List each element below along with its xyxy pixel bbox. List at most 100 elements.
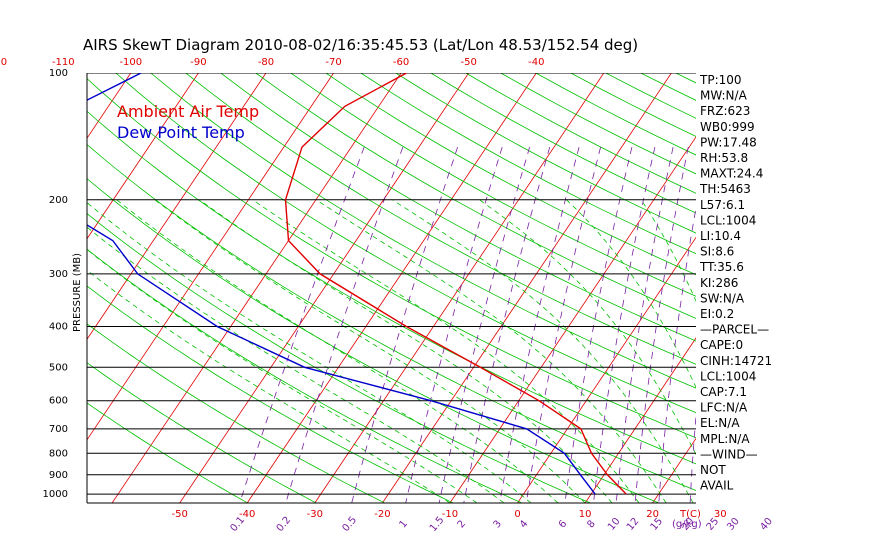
bottom-temp-tick-label: -10 [442,509,458,520]
isotherm-line [87,73,199,240]
mixing-ratio-unit: (g/kg) [672,519,702,530]
isotherm-line [314,73,605,503]
moist-adiabat-line [566,199,696,389]
mixing-ratio-tick-label: 8 [585,518,598,530]
stability-index-item: LI:10.4 [700,229,741,243]
top-temp-tick-label: -120 [0,57,7,68]
dry-adiabat-line [255,73,696,319]
bottom-temp-tick-label: 30 [714,509,727,520]
isotherm-line [855,73,870,503]
moist-adiabat-line [116,199,559,503]
bottom-temp-tick-label: 0 [514,509,520,520]
mixing-ratio-line [615,147,674,503]
stability-index-item: SI:8.6 [700,245,734,259]
stability-index-item: TH:5463 [699,182,751,196]
stability-index-item: EI:0.2 [700,307,734,321]
stability-index-item: CAP:7.1 [700,385,747,399]
dry-adiabat-line [816,73,870,503]
stability-index-item: MPL:N/A [700,432,750,446]
dry-adiabat-line [87,285,454,503]
isotherm-line [179,73,470,503]
stability-index-item: RH:53.8 [700,151,748,165]
pressure-tick-label: 600 [49,396,68,407]
moist-adiabat-line [87,269,451,503]
top-temp-tick-label: -50 [461,57,477,68]
dry-adiabat-line [87,402,248,503]
dry-adiabat-line [500,73,696,175]
stability-index-item: MAXT:24.4 [700,167,763,181]
isotherm-line [584,337,696,503]
dry-adiabat-line [87,178,660,503]
isotherm-line [0,73,63,503]
dry-adiabat-line [781,73,870,503]
mixing-ratio-tick-label: 1 [398,518,411,530]
dry-adiabat-line [87,362,317,503]
stability-index-item: FRZ:623 [700,104,750,118]
dry-adiabat-line [360,73,696,255]
pressure-tick-label: 200 [49,195,68,206]
top-temp-tick-label: -100 [119,57,142,68]
dry-adiabats [87,73,870,503]
legend-dew-point-temp: Dew Point Temp [117,123,245,142]
bottom-temp-ticks: -50 -40 -30 -20 -10 0 10 20 30 [172,509,727,520]
top-temp-tick-label: -110 [52,57,75,68]
isotherm-line [652,437,696,503]
stability-index-item: AVAIL [700,479,734,493]
dry-adiabat-line [150,73,696,389]
stability-index-item: MW:N/A [700,89,748,103]
bottom-temp-tick-label: -40 [239,509,255,520]
chart-title: AIRS SkewT Diagram 2010-08-02/16:35:45.5… [83,36,638,54]
dew-point-temp-line [87,73,596,495]
moist-adiabat-line [87,202,532,503]
mixing-ratio-line [463,146,551,503]
legend-ambient-air-temp: Ambient Air Temp [117,102,259,121]
stability-index-item: KI:286 [700,276,738,290]
pressure-tick-label: 1000 [43,489,68,500]
isotherm-line [449,136,696,503]
ambient-air-temp-line [284,73,627,495]
moist-adiabat-line [640,199,696,302]
mixing-ratio-line [593,147,656,503]
mixing-ratio-tick-label: 12 [625,516,642,533]
stability-index-item: NOT [700,463,726,477]
top-temp-tick-label: -60 [393,57,409,68]
dry-adiabat-line [87,323,385,503]
top-temp-ticks: -120 -110 -100 -90 -80 -70 -60 -50 -40 [0,57,544,68]
pressure-tick-label: 400 [49,322,68,333]
isotherm-line [246,73,537,503]
pressure-tick-label: 700 [49,424,68,435]
stability-index-item: LCL:1004 [700,213,756,227]
isotherm-line [788,73,870,503]
moist-adiabat-line [392,199,694,503]
y-axis-label: PRESSURE (MB) [72,253,83,332]
isotherm-line [382,73,672,503]
pressure-tick-label: 800 [49,448,68,459]
top-temp-tick-label: -40 [528,57,544,68]
bottom-temp-tick-label: -50 [172,509,188,520]
mixing-ratio-tick-label: 40 [758,516,775,533]
legend: Ambient Air Temp Dew Point Temp [117,102,259,142]
bottom-temp-unit: T(C) [679,509,701,520]
dry-adiabat-line [746,73,870,503]
bottom-temp-tick-label: 10 [579,509,592,520]
stability-index-item: LFC:N/A [700,401,748,415]
moist-adiabat-line [252,199,640,503]
mixing-ratio-tick-label: 3 [492,518,505,530]
dry-adiabat-line [87,78,696,439]
pressure-tick-label: 500 [49,362,68,373]
dry-adiabat-line [395,73,696,234]
dry-adiabat-line [87,248,522,503]
isotherm-line [87,73,132,139]
dry-adiabat-line [87,213,591,503]
mixing-ratio-tick-label: 0.2 [275,515,294,534]
stability-index-item: EL:N/A [700,416,740,430]
bottom-temp-tick-label: -30 [307,509,323,520]
mixing-ratio-tick-label: 30 [725,516,742,533]
stability-index-item: TP:100 [699,73,742,87]
bottom-temp-tick-label: -20 [374,509,390,520]
dry-adiabat-line [115,73,696,414]
stability-index-item: SW:N/A [700,291,745,305]
mixing-ratio-line [405,146,503,503]
